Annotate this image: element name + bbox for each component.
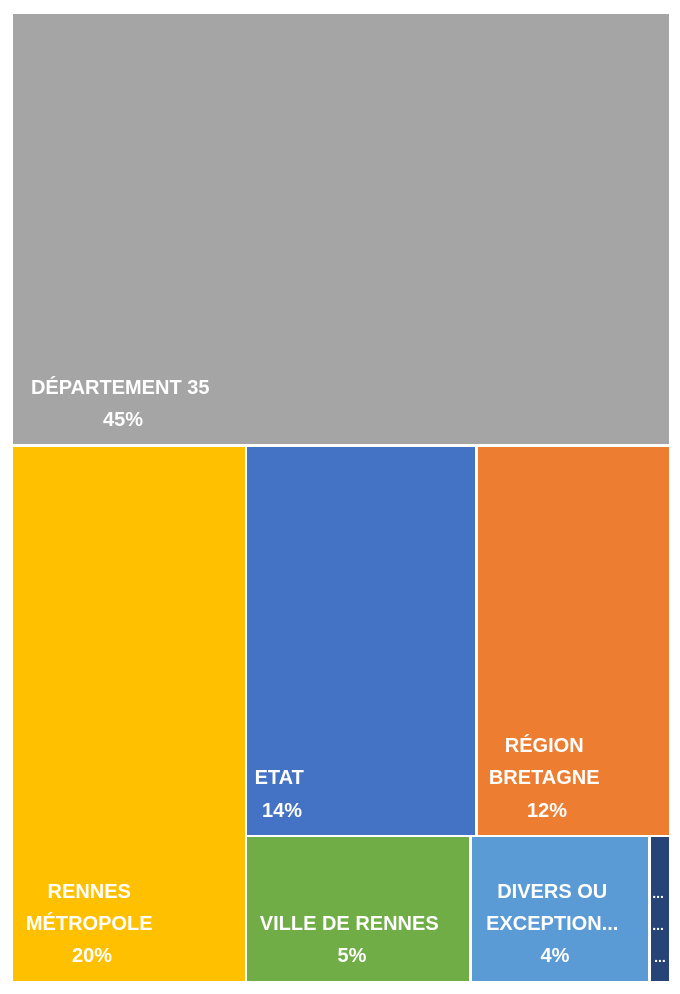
cell-rect-other (651, 837, 669, 981)
label-etat: ETAT 14% (255, 767, 310, 822)
label-departement-35: DÉPARTEMENT 35 45% (31, 376, 215, 431)
cell-region-bretagne[interactable]: RÉGION BRETAGNE 12% (478, 447, 669, 835)
cell-rect-rennes-metropole (13, 447, 245, 981)
label-ville-de-rennes: VILLE DE RENNES 5% (260, 913, 444, 967)
cell-rennes-metropole[interactable]: RENNES MÉTROPOLE 20% (13, 447, 245, 981)
cell-rect-ville-de-rennes (247, 837, 469, 981)
cell-rect-etat (247, 447, 475, 835)
label-divers-ou-exception: DIVERS OU EXCEPTION... 4% (486, 881, 624, 967)
cell-departement-35[interactable]: DÉPARTEMENT 35 45% (13, 14, 669, 444)
cell-divers-ou-exception[interactable]: DIVERS OU EXCEPTION... 4% (472, 837, 648, 981)
cell-rect-divers-ou-exception (472, 837, 648, 981)
cell-ville-de-rennes[interactable]: VILLE DE RENNES 5% (247, 837, 469, 981)
label-rennes-metropole: RENNES MÉTROPOLE 20% (26, 881, 158, 967)
cell-other[interactable]: ... ... ... (651, 837, 669, 981)
label-region-bretagne: RÉGION BRETAGNE 12% (489, 734, 605, 822)
cell-etat[interactable]: ETAT 14% (247, 447, 475, 835)
cell-rect-departement-35 (13, 14, 669, 444)
label-other: ... ... ... (652, 885, 668, 965)
cell-rect-region-bretagne (478, 447, 669, 835)
